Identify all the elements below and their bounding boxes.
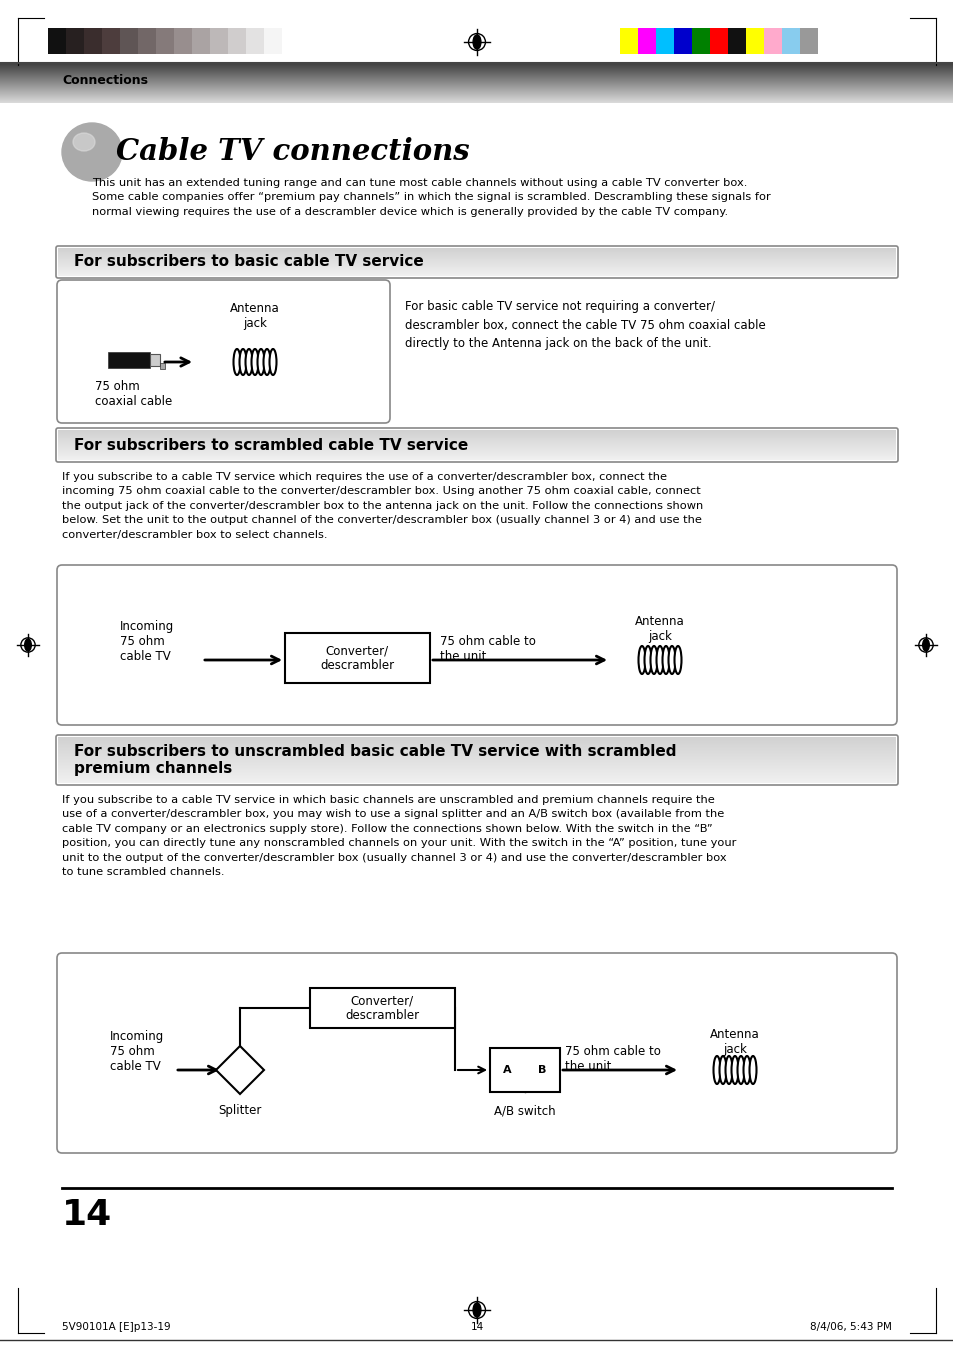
Text: B: B xyxy=(537,1065,546,1075)
Bar xyxy=(173,28,192,54)
Text: Cable TV connections: Cable TV connections xyxy=(116,138,469,166)
Ellipse shape xyxy=(638,646,645,674)
Bar xyxy=(691,28,709,54)
Text: Antenna
jack: Antenna jack xyxy=(230,303,279,330)
Ellipse shape xyxy=(742,1056,750,1084)
Bar xyxy=(638,28,656,54)
Bar xyxy=(727,28,745,54)
Text: For basic cable TV service not requiring a converter/
descrambler box, connect t: For basic cable TV service not requiring… xyxy=(405,300,765,350)
Ellipse shape xyxy=(656,646,662,674)
Bar xyxy=(192,28,210,54)
Ellipse shape xyxy=(674,646,680,674)
Ellipse shape xyxy=(644,646,651,674)
Ellipse shape xyxy=(62,123,122,181)
Ellipse shape xyxy=(724,1056,732,1084)
Ellipse shape xyxy=(661,646,669,674)
Bar xyxy=(246,28,264,54)
Text: 75 ohm
coaxial cable: 75 ohm coaxial cable xyxy=(95,380,172,408)
Bar xyxy=(48,28,66,54)
Bar xyxy=(108,353,150,367)
Text: If you subscribe to a cable TV service in which basic channels are unscrambled a: If you subscribe to a cable TV service i… xyxy=(62,794,736,877)
Ellipse shape xyxy=(737,1056,743,1084)
Bar xyxy=(138,28,156,54)
Bar xyxy=(709,28,727,54)
FancyBboxPatch shape xyxy=(57,280,390,423)
Bar xyxy=(763,28,781,54)
Bar xyxy=(160,363,165,369)
Bar xyxy=(656,28,673,54)
Text: 14: 14 xyxy=(62,1198,112,1232)
Text: If you subscribe to a cable TV service which requires the use of a converter/des: If you subscribe to a cable TV service w… xyxy=(62,471,702,539)
Text: For subscribers to basic cable TV service: For subscribers to basic cable TV servic… xyxy=(74,254,423,269)
Bar xyxy=(800,28,817,54)
Text: Converter/
descrambler: Converter/ descrambler xyxy=(345,994,418,1021)
Text: This unit has an extended tuning range and can tune most cable channels without : This unit has an extended tuning range a… xyxy=(91,178,770,216)
Bar xyxy=(150,354,160,366)
Ellipse shape xyxy=(252,349,258,376)
Ellipse shape xyxy=(719,1056,726,1084)
Bar xyxy=(66,28,84,54)
Bar xyxy=(156,28,173,54)
Ellipse shape xyxy=(257,349,264,376)
Text: Antenna
jack: Antenna jack xyxy=(635,615,684,643)
Bar xyxy=(228,28,246,54)
Text: Splitter: Splitter xyxy=(218,1104,261,1117)
Text: A/B switch: A/B switch xyxy=(494,1104,556,1117)
Bar xyxy=(210,28,228,54)
Ellipse shape xyxy=(650,646,657,674)
Text: Converter/
descrambler: Converter/ descrambler xyxy=(319,644,394,671)
Text: 75 ohm cable to
the unit: 75 ohm cable to the unit xyxy=(439,635,536,663)
Text: For subscribers to unscrambled basic cable TV service with scrambled
premium cha: For subscribers to unscrambled basic cab… xyxy=(74,744,676,777)
Bar xyxy=(310,988,455,1028)
Bar xyxy=(285,634,430,684)
Text: 75 ohm cable to
the unit: 75 ohm cable to the unit xyxy=(564,1046,660,1073)
Bar xyxy=(619,28,638,54)
Ellipse shape xyxy=(749,1056,756,1084)
Text: Connections: Connections xyxy=(62,73,148,86)
Ellipse shape xyxy=(713,1056,720,1084)
Ellipse shape xyxy=(239,349,246,376)
Ellipse shape xyxy=(73,132,95,151)
Text: 14: 14 xyxy=(470,1323,483,1332)
Bar xyxy=(781,28,800,54)
FancyBboxPatch shape xyxy=(57,952,896,1152)
Text: 5V90101A [E]p13-19: 5V90101A [E]p13-19 xyxy=(62,1323,171,1332)
Polygon shape xyxy=(215,1046,264,1094)
Bar xyxy=(673,28,691,54)
Ellipse shape xyxy=(269,349,276,376)
Ellipse shape xyxy=(668,646,675,674)
Bar xyxy=(120,28,138,54)
Ellipse shape xyxy=(263,349,271,376)
Ellipse shape xyxy=(233,349,240,376)
Ellipse shape xyxy=(731,1056,738,1084)
Bar xyxy=(84,28,102,54)
Ellipse shape xyxy=(473,35,480,49)
Text: Incoming
75 ohm
cable TV: Incoming 75 ohm cable TV xyxy=(120,620,174,663)
Ellipse shape xyxy=(25,639,31,651)
Bar xyxy=(264,28,282,54)
Bar xyxy=(490,1048,559,1092)
Text: 8/4/06, 5:43 PM: 8/4/06, 5:43 PM xyxy=(809,1323,891,1332)
FancyBboxPatch shape xyxy=(57,565,896,725)
Ellipse shape xyxy=(245,349,253,376)
Text: Incoming
75 ohm
cable TV: Incoming 75 ohm cable TV xyxy=(110,1029,164,1073)
Bar xyxy=(102,28,120,54)
Text: A: A xyxy=(502,1065,511,1075)
Text: Antenna
jack: Antenna jack xyxy=(709,1028,760,1056)
Ellipse shape xyxy=(922,639,928,651)
Bar xyxy=(745,28,763,54)
Ellipse shape xyxy=(473,1302,480,1317)
Text: For subscribers to scrambled cable TV service: For subscribers to scrambled cable TV se… xyxy=(74,438,468,453)
